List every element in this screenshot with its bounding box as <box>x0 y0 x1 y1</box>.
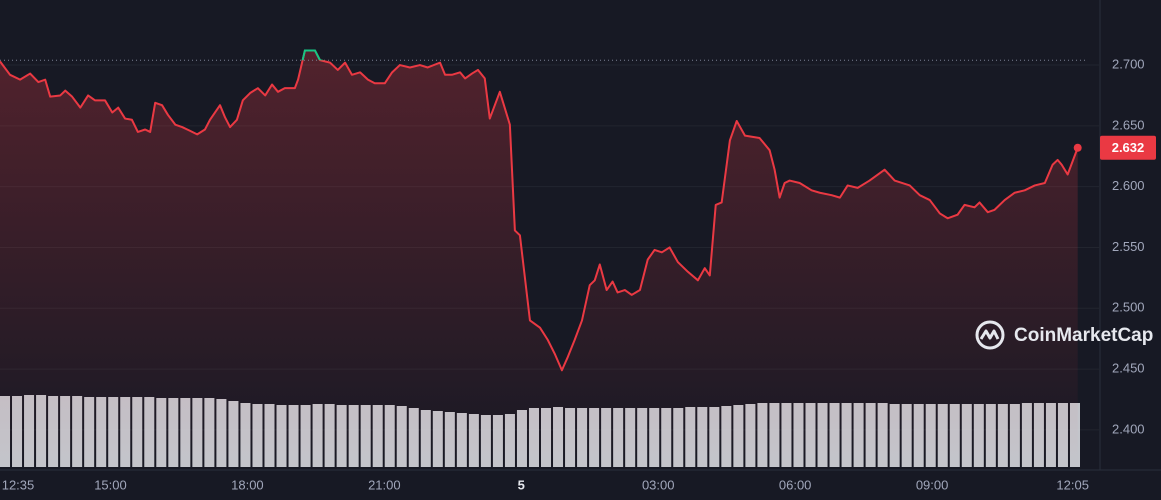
x-tick-label: 12:35 <box>2 477 35 492</box>
y-tick-label: 2.650 <box>1112 117 1145 132</box>
watermark: CoinMarketCap <box>1014 325 1153 346</box>
y-tick-label: 2.700 <box>1112 56 1145 71</box>
plot <box>0 49 1085 470</box>
watermark-logo <box>975 320 1005 350</box>
axes: 2.400 2.450 2.500 2.550 2.600 2.650 2.700 12:35… <box>2 56 1145 492</box>
last-price-box <box>1100 135 1156 160</box>
x-tick-label: 18:00 <box>231 477 264 492</box>
x-tick-label: 15:00 <box>94 477 127 492</box>
y-tick-label: 2.600 <box>1112 178 1145 193</box>
price-area <box>0 50 1078 470</box>
last-point <box>1073 143 1082 152</box>
price-line <box>0 49 1079 372</box>
x-tick-label: 5 <box>518 477 525 492</box>
x-tick-label: 06:00 <box>779 477 812 492</box>
x-tick-label: 21:00 <box>368 477 401 492</box>
y-tick-label: 2.500 <box>1112 300 1145 315</box>
last-price-label: 2.632 <box>1112 140 1145 155</box>
y-tick-label: 2.550 <box>1112 239 1145 254</box>
y-tick-label: 2.450 <box>1112 361 1145 376</box>
x-tick-label: 12:05 <box>1056 477 1089 492</box>
x-tick-label: 03:00 <box>642 477 675 492</box>
y-tick-label: 2.400 <box>1112 421 1145 436</box>
x-tick-label: 09:00 <box>916 477 949 492</box>
